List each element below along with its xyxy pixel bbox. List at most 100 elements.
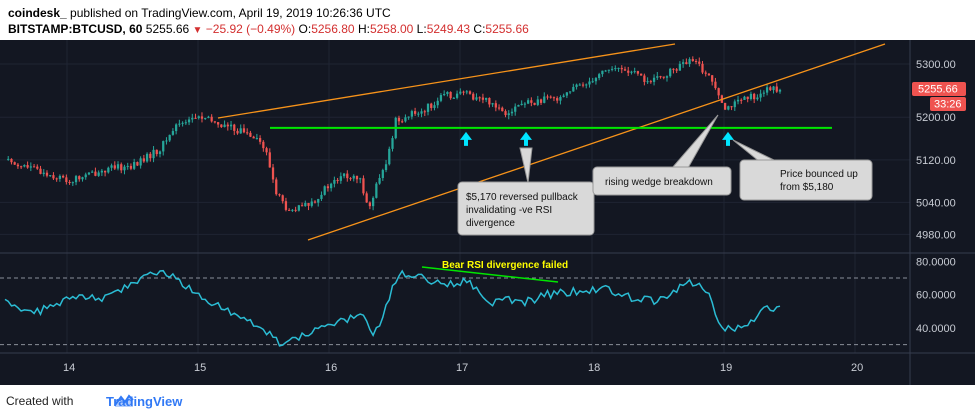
candle bbox=[313, 200, 317, 204]
candle bbox=[252, 135, 255, 139]
candle bbox=[26, 161, 29, 169]
tradingview-logo-icon[interactable] bbox=[84, 391, 164, 411]
candle bbox=[84, 172, 87, 180]
candle bbox=[659, 75, 662, 79]
candle bbox=[481, 93, 485, 104]
candle bbox=[255, 133, 259, 140]
annotation-rsi-divergence[interactable]: Bear RSI divergence failed bbox=[442, 260, 568, 271]
candle bbox=[452, 96, 455, 99]
time-axis[interactable]: 14 15 16 17 18 19 20 bbox=[63, 362, 863, 374]
candle bbox=[410, 109, 414, 120]
candle bbox=[762, 90, 765, 97]
candle bbox=[694, 58, 698, 65]
candle bbox=[485, 97, 488, 103]
low-value: 5249.43 bbox=[426, 22, 471, 36]
candle bbox=[736, 96, 740, 105]
candle bbox=[191, 113, 194, 123]
candle bbox=[371, 196, 375, 211]
candle bbox=[746, 96, 749, 103]
time-tick-label: 19 bbox=[720, 362, 732, 374]
rsi-divergence-line[interactable] bbox=[421, 266, 559, 283]
price-axis[interactable]: 5300.00 5200.00 5120.00 5040.00 4980.00 bbox=[916, 59, 956, 241]
wedge-upper-line[interactable] bbox=[217, 43, 676, 119]
ohlc-line: BITSTAMP:BTCUSD, 60 5255.66 ▼ −25.92 (−0… bbox=[8, 22, 529, 36]
candle bbox=[55, 177, 58, 182]
candle bbox=[346, 170, 349, 182]
candle bbox=[342, 172, 346, 179]
open-value: 5256.80 bbox=[311, 22, 355, 36]
candle bbox=[300, 202, 304, 207]
candle bbox=[723, 102, 727, 111]
candle bbox=[158, 150, 162, 158]
candle bbox=[42, 169, 45, 177]
candle bbox=[49, 175, 52, 177]
candle bbox=[100, 168, 104, 176]
candle bbox=[326, 183, 330, 192]
candle bbox=[549, 95, 552, 99]
candle bbox=[404, 114, 407, 123]
candle bbox=[539, 98, 543, 105]
drawings-layer bbox=[217, 43, 886, 241]
candle bbox=[588, 77, 591, 88]
candle bbox=[607, 69, 610, 74]
chart-area[interactable]: 5300.00 5200.00 5120.00 5040.00 4980.00 80.0… bbox=[0, 40, 975, 385]
candle bbox=[368, 201, 372, 210]
candle bbox=[559, 95, 562, 105]
candle bbox=[165, 137, 168, 145]
rsi-tick-label: 60.0000 bbox=[916, 290, 956, 302]
candle bbox=[652, 74, 656, 86]
annotation-pullback-line1: $5,170 reversed pullback bbox=[466, 192, 579, 203]
candle bbox=[271, 163, 275, 183]
candle bbox=[23, 164, 26, 168]
annotation-wedge-breakdown[interactable]: rising wedge breakdown bbox=[592, 114, 732, 196]
candle bbox=[556, 96, 559, 104]
candle bbox=[36, 164, 39, 170]
candle bbox=[401, 119, 404, 124]
candle bbox=[330, 182, 333, 192]
rsi-axis[interactable]: 80.0000 60.0000 40.0000 bbox=[916, 256, 956, 335]
candle bbox=[688, 57, 691, 67]
candle bbox=[749, 91, 753, 101]
candle bbox=[226, 122, 229, 131]
symbol-label[interactable]: BITSTAMP:BTCUSD, 60 bbox=[8, 22, 143, 36]
annotation-bounce[interactable]: Price bounced up from $5,180 bbox=[732, 139, 873, 201]
candle bbox=[568, 91, 572, 95]
candle bbox=[97, 170, 100, 177]
candle bbox=[233, 123, 236, 136]
annotation-pullback[interactable]: $5,170 reversed pullback invalidating -v… bbox=[457, 147, 595, 236]
candle bbox=[594, 76, 598, 85]
candle bbox=[759, 89, 762, 102]
author-name[interactable]: coindesk_ bbox=[8, 6, 67, 20]
rsi-line bbox=[4, 269, 781, 347]
candle bbox=[497, 104, 501, 111]
price-tick-label: 5120.00 bbox=[916, 155, 956, 167]
candle bbox=[81, 176, 84, 182]
candle bbox=[775, 82, 778, 93]
candle bbox=[678, 61, 682, 71]
candle bbox=[388, 146, 391, 166]
candle bbox=[13, 161, 16, 166]
candle bbox=[194, 113, 197, 119]
candle bbox=[523, 102, 527, 108]
candle bbox=[765, 84, 769, 96]
candle bbox=[691, 56, 694, 62]
candle bbox=[87, 172, 91, 176]
tradingview-name[interactable]: TradingView bbox=[106, 394, 183, 409]
candle bbox=[778, 88, 782, 94]
candle bbox=[640, 73, 643, 76]
candle bbox=[120, 162, 123, 174]
candle bbox=[116, 161, 120, 171]
candle bbox=[601, 70, 604, 77]
candle bbox=[187, 116, 191, 126]
candle bbox=[707, 73, 711, 76]
wedge-lower-line[interactable] bbox=[307, 43, 886, 241]
time-tick-label: 16 bbox=[325, 362, 337, 374]
candle bbox=[630, 70, 633, 75]
candle bbox=[439, 92, 443, 103]
candle bbox=[181, 121, 184, 127]
candle bbox=[304, 200, 307, 207]
candle bbox=[78, 175, 81, 182]
candle bbox=[162, 140, 165, 156]
candle bbox=[281, 194, 284, 204]
candle bbox=[756, 94, 759, 101]
